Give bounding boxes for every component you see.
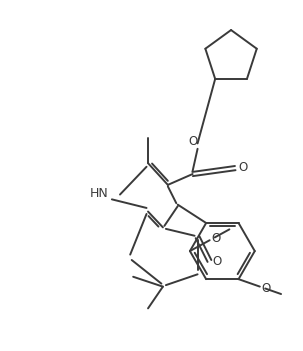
Text: O: O bbox=[238, 161, 247, 174]
Text: O: O bbox=[188, 135, 198, 148]
Text: O: O bbox=[211, 232, 220, 245]
Text: O: O bbox=[212, 256, 221, 269]
Text: HN: HN bbox=[90, 187, 109, 200]
Text: O: O bbox=[261, 282, 271, 295]
